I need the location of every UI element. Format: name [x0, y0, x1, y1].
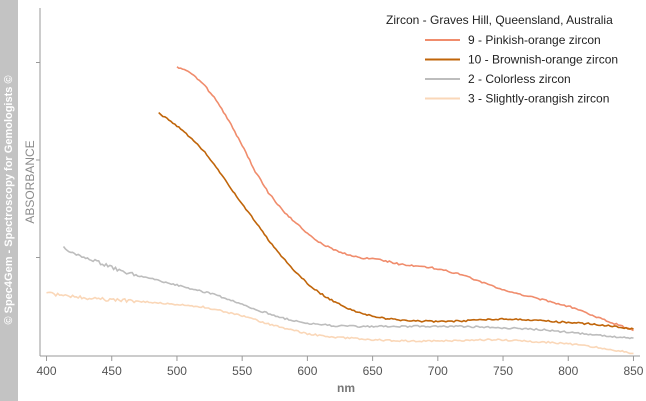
series-line-1 [176, 66, 634, 332]
x-tick-label: 500 [167, 364, 187, 378]
axes: 400 450 500 550 600 650 700 750 800 850 [36, 8, 644, 378]
x-tick-label: 650 [363, 364, 383, 378]
x-tick-label: 400 [37, 364, 57, 378]
legend-entry: 2 - Colorless zircon [468, 72, 571, 86]
x-axis-label: nm [337, 381, 355, 395]
series-line-3 [62, 246, 634, 340]
x-tick-label: 450 [102, 364, 122, 378]
x-tick-label: 700 [428, 364, 448, 378]
legend-entry: 9 - Pinkish-orange zircon [468, 33, 601, 47]
x-tick-label: 550 [232, 364, 252, 378]
x-tick-label: 800 [558, 364, 578, 378]
x-tick-label: 850 [623, 364, 643, 378]
chart-title: Zircon - Graves Hill, Queensland, Austra… [386, 13, 613, 27]
y-axis-label: ABSORBANCE [23, 140, 37, 223]
x-ticks: 400 450 500 550 600 650 700 750 800 850 [37, 356, 644, 378]
y-ticks [36, 62, 40, 258]
x-tick-label: 600 [297, 364, 317, 378]
series-line-2 [158, 112, 634, 330]
legend-entry: 3 - Slightly-orangish zircon [468, 92, 609, 106]
legend-entry: 10 - Brownish-orange zircon [468, 53, 618, 67]
series-lines [46, 66, 634, 355]
series-line-4 [46, 291, 634, 355]
watermark-band: © Spec4Gem - Spectroscopy for Gemologist… [0, 0, 18, 401]
legend: 9 - Pinkish-orange zircon 10 - Brownish-o… [425, 33, 618, 106]
x-tick-label: 750 [493, 364, 513, 378]
